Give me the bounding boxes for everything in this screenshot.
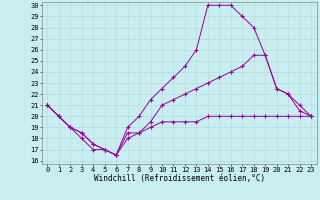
X-axis label: Windchill (Refroidissement éolien,°C): Windchill (Refroidissement éolien,°C)	[94, 174, 265, 183]
